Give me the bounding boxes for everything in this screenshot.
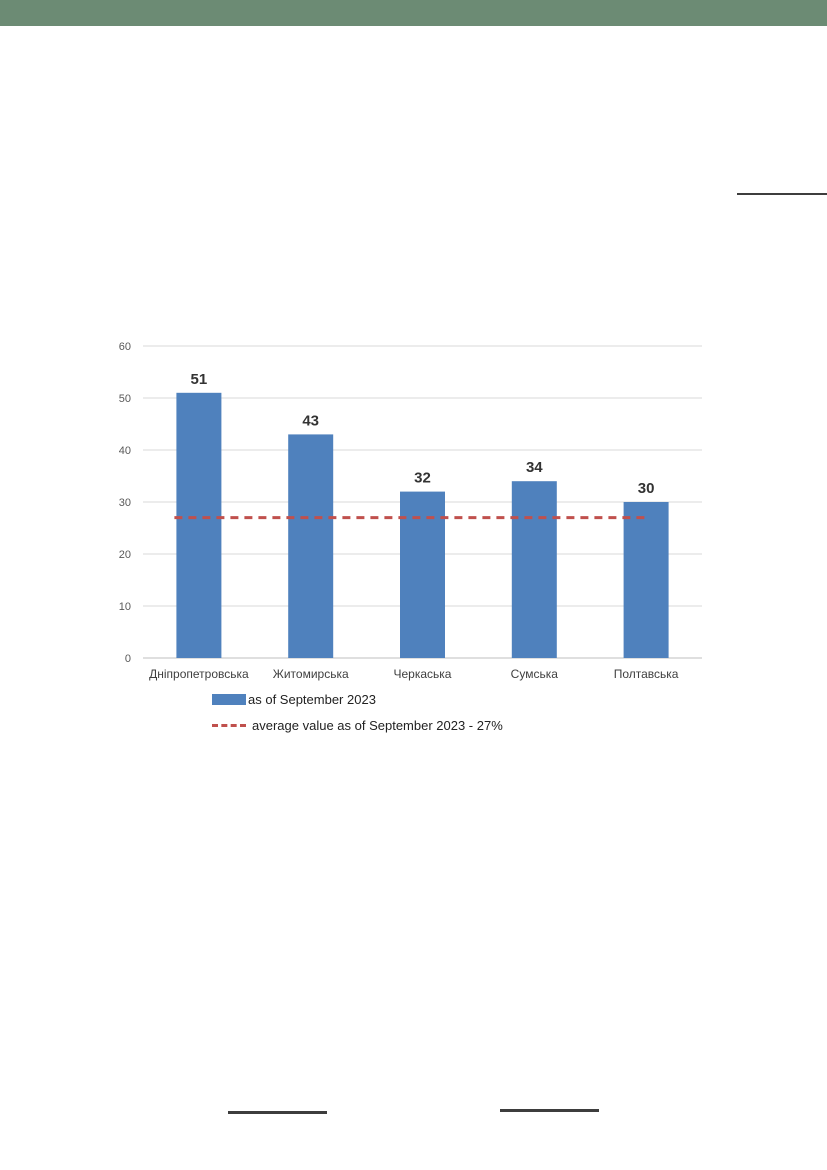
header-band [0, 0, 827, 26]
bottom-rule-right [500, 1109, 599, 1112]
bar [623, 502, 669, 658]
y-tick-label: 10 [119, 601, 131, 613]
bar [176, 392, 222, 658]
y-tick-label: 0 [125, 653, 131, 665]
legend-swatch-bar [212, 694, 246, 705]
x-tick-label: Дніпропетровська [149, 667, 249, 681]
bar [288, 434, 334, 658]
x-tick-label: Полтавська [614, 667, 679, 681]
y-tick-label: 20 [119, 549, 131, 561]
y-tick-label: 50 [119, 393, 131, 405]
x-tick-label: Житомирська [273, 667, 349, 681]
data-label: 30 [638, 480, 655, 497]
top-right-rule [737, 193, 827, 195]
data-label: 34 [526, 459, 543, 476]
x-tick-label: Черкаська [394, 667, 452, 681]
legend-label-average: average value as of September 2023 - 27% [252, 718, 503, 733]
bar [400, 491, 445, 658]
bar-chart: 0 10 20 30 40 50 60 51 43 32 34 30 Дніпропетровськ… [119, 341, 702, 681]
y-tick-label: 40 [119, 445, 131, 457]
gridlines [143, 345, 702, 659]
bottom-rule-left [228, 1111, 327, 1114]
bar [511, 481, 557, 658]
legend-label-series: as of September 2023 [248, 692, 376, 707]
legend-item-series: as of September 2023 [212, 692, 376, 707]
x-tick-label: Сумська [511, 667, 559, 681]
y-axis-ticks: 0 10 20 30 40 50 60 [119, 341, 131, 665]
y-tick-label: 60 [119, 341, 131, 353]
data-label: 43 [302, 412, 319, 429]
legend-swatch-dash [212, 724, 246, 727]
data-labels: 51 43 32 34 30 [191, 371, 655, 497]
x-axis-ticks: Дніпропетровська Житомирська Черкаська Сумс… [149, 667, 679, 681]
y-tick-label: 30 [119, 497, 131, 509]
legend-item-average: average value as of September 2023 - 27% [212, 718, 503, 733]
bars [176, 392, 669, 658]
data-label: 32 [414, 470, 431, 487]
data-label: 51 [191, 371, 208, 388]
